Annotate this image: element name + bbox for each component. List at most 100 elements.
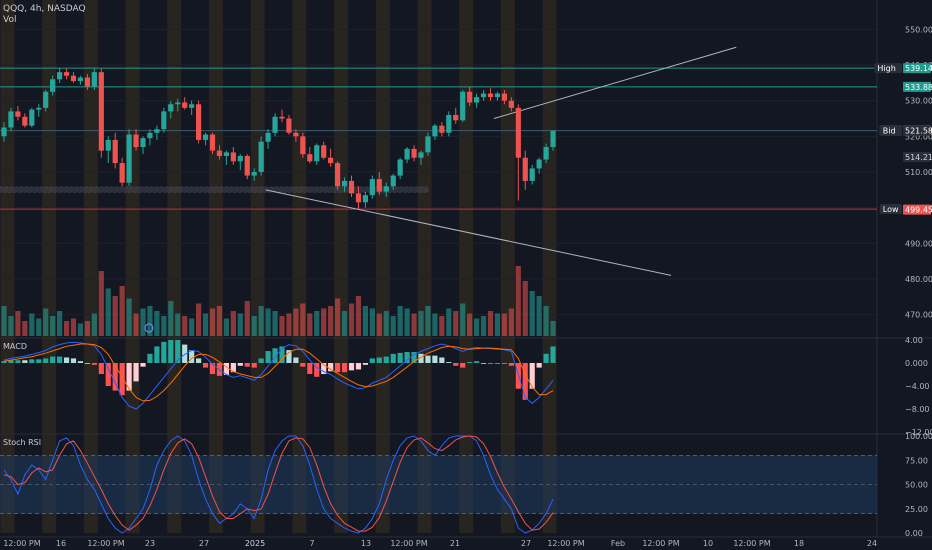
- macd-histogram-bar: [8, 360, 14, 363]
- price-label-box: [903, 151, 931, 162]
- candle-body: [425, 136, 431, 153]
- time-tick-label: 12:00 PM: [390, 539, 427, 548]
- indicator-badge-icon[interactable]: [144, 323, 154, 333]
- price-label-value: 521.58: [905, 127, 932, 136]
- macd-histogram-bar: [70, 358, 77, 363]
- candle-body: [321, 145, 327, 158]
- macd-histogram-bar: [529, 363, 535, 389]
- volume-bar: [411, 313, 417, 336]
- macd-tick-label: 4.00: [905, 336, 923, 345]
- volume-bar: [480, 316, 487, 336]
- volume-bar: [425, 306, 431, 336]
- macd-histogram-bar: [36, 359, 42, 363]
- candle-body: [258, 141, 264, 172]
- macd-histogram-bar: [286, 350, 292, 363]
- candle-body: [189, 104, 195, 108]
- volume-bar: [91, 313, 97, 336]
- volume-bar: [522, 281, 528, 336]
- price-tick-label: 490.00: [905, 239, 932, 248]
- candle-body: [1, 127, 7, 137]
- macd-histogram-bar: [480, 363, 487, 364]
- candle-body: [265, 132, 271, 142]
- candle-body: [480, 93, 487, 98]
- candle-body: [216, 150, 223, 156]
- candle-body: [230, 152, 236, 162]
- macd-histogram-bar: [494, 363, 501, 364]
- signal-line: [3, 343, 554, 402]
- volume-bar: [508, 308, 514, 336]
- candle-body: [508, 100, 514, 108]
- volume-label: Vol: [3, 15, 17, 25]
- macd-histogram-bar: [182, 344, 188, 363]
- volume-bar: [335, 298, 341, 336]
- volume-bar: [314, 311, 320, 336]
- volume-bar: [348, 303, 355, 336]
- trendline[interactable]: [265, 189, 672, 276]
- macd-histogram-bar: [126, 363, 132, 391]
- volume-bar: [29, 313, 35, 336]
- price-label-tag: [879, 204, 902, 215]
- candle-body: [15, 111, 21, 117]
- session-block: [125, 0, 140, 533]
- volume-bar: [474, 318, 480, 336]
- candle-body: [286, 118, 292, 133]
- macd-histogram-bar: [376, 357, 382, 363]
- volume-bar: [446, 308, 452, 336]
- candle-body: [397, 159, 403, 176]
- macd-histogram-bar: [202, 363, 209, 368]
- candle-body: [404, 148, 410, 160]
- macd-histogram-bar: [105, 363, 111, 386]
- volume-bar: [258, 306, 264, 336]
- time-tick-label: 23: [145, 539, 155, 548]
- candle-body: [501, 93, 507, 101]
- volume-bar: [196, 303, 202, 336]
- macd-tick-label: −12.00: [905, 428, 932, 437]
- candle-body: [50, 79, 56, 92]
- volume-bar: [126, 298, 132, 336]
- stoch-tick-label: 25.00: [905, 505, 928, 514]
- session-block: [167, 0, 182, 533]
- volume-bar: [272, 311, 278, 336]
- session-block: [334, 0, 349, 533]
- volume-bar: [307, 313, 313, 336]
- macd-histogram-bar: [209, 363, 216, 375]
- candle-body: [355, 193, 362, 203]
- volume-bar: [397, 306, 403, 336]
- macd-histogram-bar: [335, 363, 341, 373]
- volume-bar: [286, 313, 292, 336]
- volume-bar: [70, 318, 77, 336]
- stoch-k-line: [3, 435, 554, 534]
- macd-histogram-bar: [196, 358, 202, 363]
- trendline[interactable]: [493, 46, 737, 120]
- macd-histogram-bar: [369, 358, 375, 363]
- stoch-title: Stoch RSI: [3, 438, 41, 447]
- macd-histogram-bar: [522, 363, 528, 400]
- candle-body: [105, 139, 111, 151]
- candle-body: [8, 111, 14, 128]
- price-label-tag-text: Bid: [883, 127, 896, 136]
- candle-body: [467, 91, 473, 103]
- stoch-d-line: [3, 435, 554, 532]
- macd-histogram-bar: [77, 361, 84, 363]
- volume-bar: [362, 306, 368, 336]
- candle-body: [335, 163, 341, 187]
- macd-tick-label: −8.00: [905, 405, 930, 414]
- candle-body: [432, 125, 438, 137]
- macd-histogram-bar: [418, 353, 424, 363]
- time-tick-label: 12:00 PM: [3, 539, 40, 548]
- candle-body: [369, 179, 375, 196]
- candle-body: [348, 180, 355, 194]
- volume-bar: [265, 308, 271, 336]
- candle-body: [133, 134, 139, 148]
- candle-body: [84, 77, 90, 87]
- time-tick-label: 12:00 PM: [733, 539, 770, 548]
- session-block: [209, 0, 223, 533]
- volume-bar: [376, 313, 382, 336]
- volume-bar: [515, 266, 521, 336]
- candle-body: [446, 114, 452, 133]
- candle-body: [112, 139, 118, 164]
- candle-body: [383, 186, 389, 192]
- chart-header: QQQ, 4h, NASDAQ Vol: [3, 4, 86, 26]
- time-tick-label: 18: [794, 539, 804, 548]
